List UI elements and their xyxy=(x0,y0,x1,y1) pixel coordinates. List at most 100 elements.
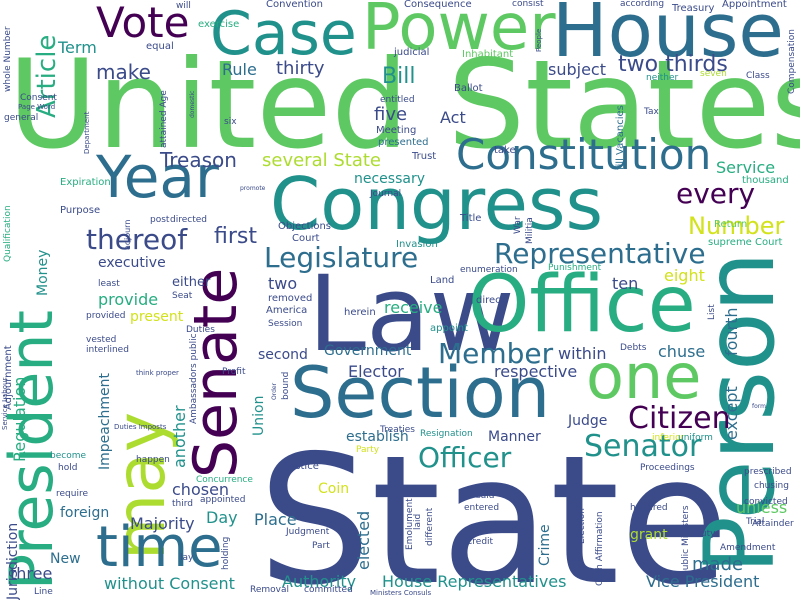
word: New xyxy=(50,551,81,567)
word: ten xyxy=(612,274,639,293)
word: Senator xyxy=(584,429,702,464)
word: Power xyxy=(362,0,556,65)
word: exercise xyxy=(198,19,240,30)
word: Representative xyxy=(494,237,706,270)
word: supreme Court xyxy=(708,237,783,248)
word: Place xyxy=(254,510,297,529)
word: Amendment xyxy=(720,543,776,553)
word: Office xyxy=(468,260,696,350)
word: attained Age xyxy=(159,90,169,148)
word: Constitution xyxy=(456,130,712,179)
word: Proceedings xyxy=(640,463,695,473)
word: Convention xyxy=(266,0,324,10)
word: interlined xyxy=(86,345,129,355)
word: bound xyxy=(281,371,291,400)
word: America xyxy=(266,305,308,316)
word: Term xyxy=(58,38,97,57)
word: Attainder xyxy=(752,519,794,529)
word: Congress xyxy=(270,162,603,246)
word: Line xyxy=(34,587,53,597)
word: third xyxy=(172,499,193,509)
word: two xyxy=(268,274,298,293)
word: chosen xyxy=(172,480,230,499)
word: Duties Imposts xyxy=(114,423,167,431)
word: Class xyxy=(746,71,770,81)
word: consist xyxy=(512,0,544,9)
word: Coin xyxy=(318,481,350,497)
word: foreign xyxy=(60,505,110,521)
word: United States xyxy=(8,34,800,176)
word: throughout xyxy=(519,519,529,570)
word: unless xyxy=(736,498,788,517)
word: form xyxy=(752,403,766,410)
word: Trust xyxy=(412,151,437,162)
word: require xyxy=(56,489,88,499)
word: Election xyxy=(577,508,587,544)
word: presented xyxy=(378,137,429,148)
word: Compensation xyxy=(787,29,797,94)
word: thousand xyxy=(742,175,789,186)
word: directed xyxy=(170,215,207,225)
word: prescribed xyxy=(744,467,792,477)
word: Title xyxy=(460,213,482,224)
word: People xyxy=(535,28,543,52)
word: second xyxy=(258,347,308,363)
word: committed xyxy=(304,585,353,595)
word: War xyxy=(513,216,523,234)
word: Act xyxy=(440,108,466,127)
word: general xyxy=(4,113,39,123)
word: another xyxy=(170,405,189,468)
word: Militia xyxy=(525,217,535,244)
word: fourth xyxy=(722,307,741,356)
word: Citizen xyxy=(628,401,731,436)
word: thereof xyxy=(86,223,188,256)
word: direct xyxy=(476,295,505,306)
word: Year xyxy=(96,143,219,211)
word: make xyxy=(96,60,151,84)
word: Resignation xyxy=(420,429,473,439)
word: Crime xyxy=(537,524,553,566)
word: hundred xyxy=(630,503,668,513)
word: Debts xyxy=(620,343,647,353)
word: least xyxy=(98,279,120,289)
word: provided xyxy=(86,311,126,321)
word: seven xyxy=(700,69,727,79)
word: Return xyxy=(714,219,748,230)
word: Judge xyxy=(568,413,608,429)
word: Service Labour xyxy=(1,377,9,430)
word: Majority xyxy=(130,514,195,533)
word: Duties xyxy=(186,325,215,335)
word: eight xyxy=(664,266,705,285)
word: Consent xyxy=(20,93,57,103)
word: vested xyxy=(86,335,117,345)
word: according xyxy=(620,0,665,9)
word: Day xyxy=(206,508,238,527)
word: grant xyxy=(630,527,668,543)
word: thirty xyxy=(276,58,325,79)
word: Officer xyxy=(418,441,512,474)
word: several State xyxy=(262,150,381,171)
word: Section xyxy=(290,352,551,434)
word: Case xyxy=(210,0,357,69)
word: present xyxy=(130,309,184,325)
word: Judgment xyxy=(286,527,330,537)
word: whole Number xyxy=(3,26,13,92)
word: Credit xyxy=(466,537,494,547)
word: Bill xyxy=(382,64,416,89)
word: Land xyxy=(430,275,455,286)
word: fill Vacancies xyxy=(615,105,626,170)
word: appoint xyxy=(430,323,468,334)
word: holding xyxy=(221,536,231,570)
word: adjourn xyxy=(123,219,132,250)
word: Union xyxy=(251,395,267,436)
word: respective xyxy=(494,362,578,381)
word: judicial xyxy=(394,47,430,58)
word: Qualification xyxy=(3,205,13,262)
word: either xyxy=(172,275,211,290)
word: five xyxy=(374,104,408,125)
word: List xyxy=(707,304,717,320)
word: Elector xyxy=(348,362,404,381)
word: Rule xyxy=(222,60,257,79)
word: Legislature xyxy=(264,241,419,274)
